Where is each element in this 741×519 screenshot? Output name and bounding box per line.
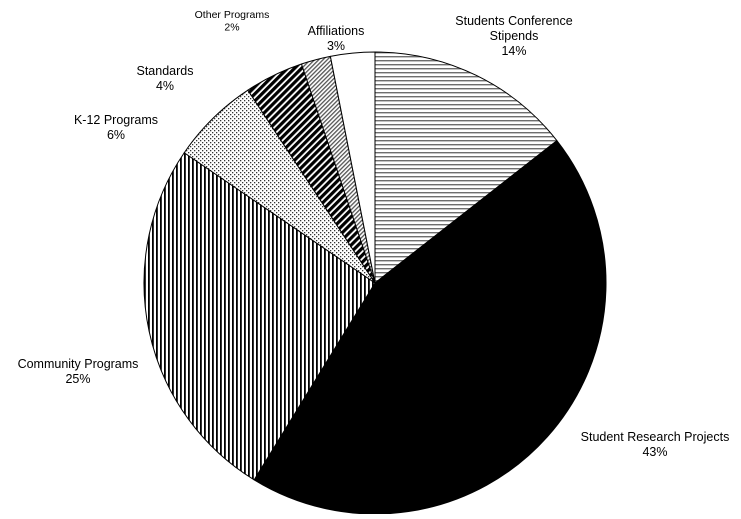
slice-label-standards: Standards 4% (137, 64, 194, 93)
slice-value-text: 4% (156, 79, 174, 93)
slice-value-text: 2% (224, 22, 239, 34)
pie-slices (143, 51, 607, 515)
pie-slice-affiliations (329, 51, 376, 284)
slice-label-student-research-projects: Student Research Projects 43% (581, 430, 730, 459)
slice-name-text: K-12 Programs (74, 113, 158, 127)
slice-value-text: 6% (107, 128, 125, 142)
slice-name-text: Students Conference (455, 14, 572, 28)
pie-slice-community-programs (143, 152, 376, 481)
slice-name-text: Affiliations (308, 24, 365, 38)
pie-slice-student-research-projects (253, 140, 607, 515)
slice-name-text: Other Programs (195, 9, 270, 21)
slice-value-text: 25% (65, 372, 90, 386)
slice-name-text: Student Research Projects (581, 430, 730, 444)
slice-label-k-12-programs: K-12 Programs 6% (74, 113, 158, 142)
slice-value-text: 3% (327, 39, 345, 53)
slice-name-text: Standards (137, 64, 194, 78)
slice-label-students-conference-stipends: Students Conference Stipends 14% (455, 14, 572, 58)
slice-name-text: Community Programs (18, 357, 139, 371)
slice-name-text: Stipends (490, 29, 539, 43)
pie-labels: Students Conference Stipends 14% Student Re… (18, 9, 730, 459)
pie-slice-students-conference-stipends (374, 51, 558, 284)
slice-label-community-programs: Community Programs 25% (18, 357, 139, 386)
slice-label-other-programs: Other Programs 2% (195, 9, 270, 34)
slice-label-affiliations: Affiliations 3% (308, 24, 365, 53)
slice-value-text: 43% (642, 445, 667, 459)
slice-value-text: 14% (501, 44, 526, 58)
